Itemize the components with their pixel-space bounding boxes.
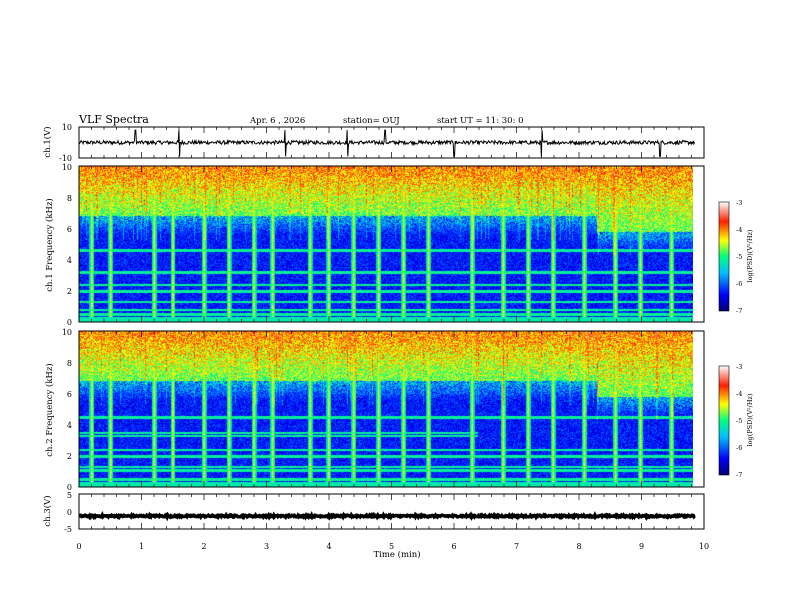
ch3-x-ticks: [78, 494, 705, 529]
ch1-spectrogram-heatmap: [79, 166, 693, 322]
ch3-ytick-minus5: -5: [64, 525, 72, 534]
ch3-ytick-0: 0: [67, 508, 72, 517]
colorbar-ch1: -3 -4 -5 -6 -7 log(PSD)(V²/Hz): [718, 199, 754, 315]
ch1-ytick-0: 0: [67, 318, 72, 327]
colorbar-ch2-label: log(PSD)(V²/Hz): [746, 393, 754, 446]
colorbar-ch2-scale: [718, 365, 730, 476]
ch2-ytick-8: 8: [67, 359, 72, 368]
colorbar-ch1-tick-4: -4: [736, 226, 742, 234]
colorbar-ch1-label: log(PSD)(V²/Hz): [746, 229, 754, 282]
xtick-6: 6: [451, 542, 456, 551]
station-label: station= OUJ: [343, 116, 400, 126]
ch3-ylabel: ch.3(V): [42, 495, 53, 526]
xtick-3: 3: [264, 542, 269, 551]
ch3-ytick-5: 5: [67, 491, 72, 500]
ch2-ytick-2: 2: [67, 452, 72, 461]
xtick-2: 2: [201, 542, 206, 551]
ch1-ytick-8: 8: [67, 194, 72, 203]
xtick-10: 10: [699, 542, 709, 551]
ch2-spectrogram-ticks: [78, 331, 705, 487]
ch1-ytick-top: 10: [62, 123, 72, 132]
ch1-ylabel: ch.1(V): [42, 126, 53, 157]
colorbar-ch2-tick-6: -6: [736, 444, 742, 452]
ch1-ytick-2: 2: [67, 287, 72, 296]
ch1-spectrogram-ticks: [78, 166, 705, 322]
xtick-0: 0: [76, 542, 81, 551]
ch2-ytick-0: 0: [67, 483, 72, 492]
x-axis-label: Time (min): [373, 549, 420, 560]
ch2-ytick-10: 10: [62, 328, 72, 337]
ch3-waveform-panel: 5 0 -5 ch.3(V): [42, 491, 705, 534]
ch1-x-ticks: [78, 127, 705, 158]
figure-title: VLF Spectra: [78, 113, 149, 126]
colorbar-ch1-tick-5: -5: [736, 253, 742, 261]
colorbar-ch2-tick-7: -7: [736, 471, 742, 479]
ch1-waveform-line: [78, 129, 696, 157]
ch1-ytick-bottom: -10: [59, 154, 72, 163]
date-label: Apr. 6 , 2026: [249, 116, 305, 126]
xtick-5: 5: [389, 542, 394, 551]
xtick-9: 9: [639, 542, 644, 551]
start-time-label: start UT = 11: 30: 0: [437, 116, 524, 126]
ch1-waveform-panel: 10 -10 ch.1(V): [42, 123, 705, 163]
ch2-freq-ylabel: ch.2 Frequency (kHz): [44, 363, 55, 456]
colorbar-ch1-tick-3: -3: [736, 199, 742, 207]
colorbar-ch1-scale: [718, 201, 730, 312]
xtick-1: 1: [139, 542, 144, 551]
ch3-waveform-line: [78, 510, 696, 522]
x-axis: 0 1 2 3 4 5 6 7 8 9 10 Time (min): [76, 542, 709, 560]
ch1-freq-ylabel: ch.1 Frequency (kHz): [44, 198, 55, 291]
ch2-ytick-6: 6: [67, 390, 72, 399]
ch1-ytick-10: 10: [62, 163, 72, 172]
colorbar-ch1-tick-6: -6: [736, 280, 742, 288]
ch1-ytick-4: 4: [67, 256, 72, 265]
ch2-spectrogram-heatmap: [79, 331, 693, 487]
ch2-spectrogram-panel: 10 8 6 4 2 0 ch.2 Frequency (kHz): [44, 328, 705, 492]
colorbar-ch1-tick-7: -7: [736, 307, 742, 315]
ch2-ytick-4: 4: [67, 421, 72, 430]
xtick-8: 8: [576, 542, 581, 551]
colorbar-ch2-tick-5: -5: [736, 417, 742, 425]
colorbar-ch2-tick-4: -4: [736, 390, 742, 398]
xtick-4: 4: [326, 542, 331, 551]
colorbar-ch2: -3 -4 -5 -6 -7 log(PSD)(V²/Hz): [718, 363, 754, 479]
ch1-spectrogram-panel: 10 8 6 4 2 0 ch.1 Frequency (kHz): [44, 163, 705, 327]
ch1-ytick-6: 6: [67, 225, 72, 234]
colorbar-ch2-tick-3: -3: [736, 363, 742, 371]
xtick-7: 7: [514, 542, 519, 551]
